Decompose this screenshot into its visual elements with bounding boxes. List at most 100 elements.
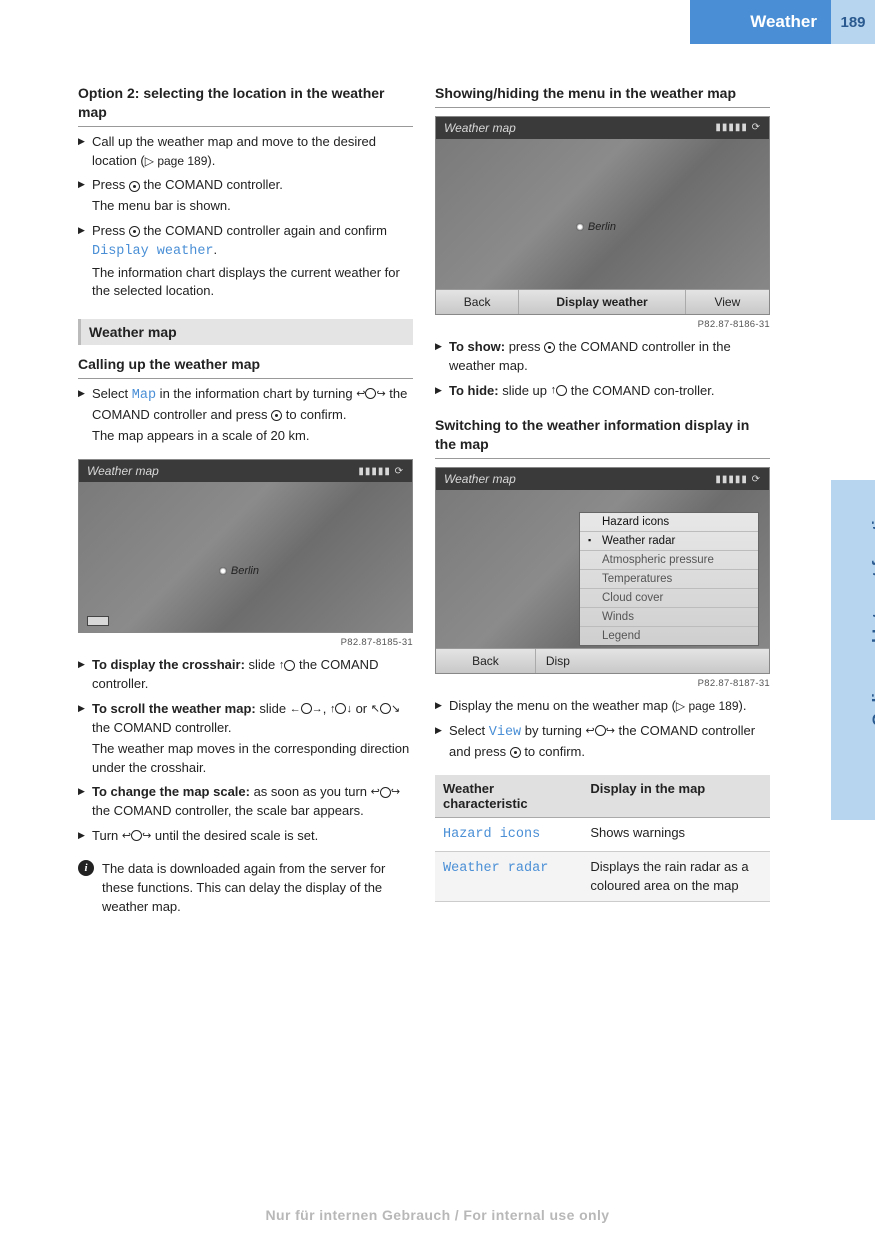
text: until the desired scale is set. (151, 828, 318, 843)
bold-label: To display the crosshair: (92, 657, 245, 672)
menu-back[interactable]: Back (436, 290, 519, 314)
press-icon (544, 342, 555, 353)
text: slide up (499, 383, 551, 398)
popup-item[interactable]: Hazard icons (580, 513, 758, 532)
section-weather-map: Weather map (78, 319, 413, 345)
showhide-steps: To show: press the COMAND controller in … (435, 338, 770, 401)
list-item: Select View by turning ↩↪ the COMAND con… (435, 722, 770, 761)
map-interaction-steps: To display the crosshair: slide ↑ the CO… (78, 656, 413, 846)
turn-icon: ↩↪ (371, 785, 400, 801)
ss-map-area: Hazard icons Weather radar Atmospheric p… (436, 490, 769, 648)
text: Select (92, 386, 132, 401)
bold-label: To show: (449, 339, 505, 354)
heading-calling: Calling up the weather map (78, 355, 413, 379)
menu-back[interactable]: Back (436, 649, 536, 673)
list-item: To hide: slide up ↑ the COMAND con-troll… (435, 382, 770, 401)
calling-steps: Select Map in the information chart by t… (78, 385, 413, 445)
list-item: To display the crosshair: slide ↑ the CO… (78, 656, 413, 694)
screenshot-map-1: Weather map ▮▮▮▮▮ ⟳ Berlin (78, 459, 413, 633)
list-item: Call up the weather map and move to the … (78, 133, 413, 171)
text: to confirm. (521, 744, 585, 759)
text: , (323, 701, 330, 716)
cell: Shows warnings (582, 818, 770, 852)
text: to confirm. (282, 407, 346, 422)
slide-ud-icon: ↑↓ (330, 702, 352, 718)
option2-steps: Call up the weather map and move to the … (78, 133, 413, 301)
city-label: Berlin (588, 221, 616, 233)
text: Turn (92, 828, 122, 843)
text: by turning (521, 723, 585, 738)
ss-title: Weather map (87, 464, 159, 478)
ss-menubar: Back Disp (436, 648, 769, 673)
menu-display-weather[interactable]: Display weather (519, 290, 686, 314)
command-text: Display weather (92, 244, 214, 259)
text: the COMAND controller. (92, 720, 231, 735)
bold-label: To scroll the weather map: (92, 701, 256, 716)
city-label: Berlin (231, 565, 259, 577)
heading-option2: Option 2: selecting the location in the … (78, 84, 413, 127)
text: Call up the weather map and move to the … (92, 134, 376, 168)
list-item: Press the COMAND controller. The menu ba… (78, 176, 413, 216)
ss-map-area: Berlin (79, 482, 412, 632)
text: Press (92, 177, 129, 192)
text: the COMAND controller again and confirm (140, 223, 387, 238)
city-marker: Berlin (219, 565, 259, 577)
heading-showhide: Showing/hiding the menu in the weather m… (435, 84, 770, 108)
list-item: To show: press the COMAND controller in … (435, 338, 770, 376)
list-item: Turn ↩↪ until the desired scale is set. (78, 827, 413, 846)
popup-item[interactable]: Winds (580, 608, 758, 627)
signal-icon: ▮▮▮▮▮ ⟳ (715, 122, 761, 133)
popup-item[interactable]: Cloud cover (580, 589, 758, 608)
page-ref: ▷ page 189 (145, 154, 208, 168)
switching-steps: Display the menu on the weather map (▷ p… (435, 697, 770, 761)
sub-text: The information chart displays the curre… (92, 264, 413, 302)
bold-label: To hide: (449, 383, 499, 398)
page-number: 189 (831, 0, 875, 44)
text: Select (449, 723, 489, 738)
popup-item[interactable]: Temperatures (580, 570, 758, 589)
popup-item[interactable]: Legend (580, 627, 758, 645)
ss-titlebar: Weather map ▮▮▮▮▮ ⟳ (79, 460, 412, 482)
slide-lr-icon: ←→ (290, 702, 323, 718)
menu-view[interactable]: View (686, 290, 769, 314)
list-item: To change the map scale: as soon as you … (78, 783, 413, 821)
ss-map-area: Berlin (436, 139, 769, 289)
ss-title: Weather map (444, 472, 516, 486)
text: or (352, 701, 371, 716)
command-text: Hazard icons (443, 827, 540, 842)
text: the COMAND controller, the scale bar app… (92, 803, 364, 818)
info-note: i The data is downloaded again from the … (78, 860, 413, 917)
list-item: Press the COMAND controller again and co… (78, 222, 413, 301)
slide-up-icon: ↑ (279, 658, 296, 674)
command-text: Weather radar (443, 861, 548, 876)
sub-text: The map appears in a scale of 20 km. (92, 427, 413, 446)
press-icon (129, 226, 140, 237)
command-text: Map (132, 388, 156, 403)
list-item: To scroll the weather map: slide ←→, ↑↓ … (78, 700, 413, 777)
popup-item[interactable]: Atmospheric pressure (580, 551, 758, 570)
screenshot-caption: P82.87-8185-31 (78, 637, 413, 648)
text: slide (256, 701, 290, 716)
popup-item[interactable]: Weather radar (580, 532, 758, 551)
footer-watermark: Nur für internen Gebrauch / For internal… (0, 1207, 875, 1223)
text: slide (245, 657, 279, 672)
command-text: View (489, 725, 521, 740)
text: press (505, 339, 544, 354)
turn-icon: ↩↪ (122, 829, 151, 845)
table-header-row: Weather characteristic Display in the ma… (435, 775, 770, 818)
page-header: Weather 189 (0, 0, 875, 44)
table-row: Weather radar Displays the rain radar as… (435, 852, 770, 901)
left-column: Option 2: selecting the location in the … (78, 84, 413, 917)
text: in the information chart by turning (156, 386, 356, 401)
sub-text: The menu bar is shown. (92, 197, 413, 216)
ss-titlebar: Weather map ▮▮▮▮▮ ⟳ (436, 117, 769, 139)
cell: Displays the rain radar as a coloured ar… (582, 852, 770, 901)
menu-disp[interactable]: Disp (536, 649, 769, 673)
city-marker: Berlin (576, 221, 616, 233)
screenshot-map-3: Weather map ▮▮▮▮▮ ⟳ Hazard icons Weather… (435, 467, 770, 674)
slide-up-icon: ↑ (551, 383, 568, 399)
ss-titlebar: Weather map ▮▮▮▮▮ ⟳ (436, 468, 769, 490)
text: as soon as you turn (250, 784, 371, 799)
ss-menubar: Back Display weather View (436, 289, 769, 314)
press-icon (129, 181, 140, 192)
